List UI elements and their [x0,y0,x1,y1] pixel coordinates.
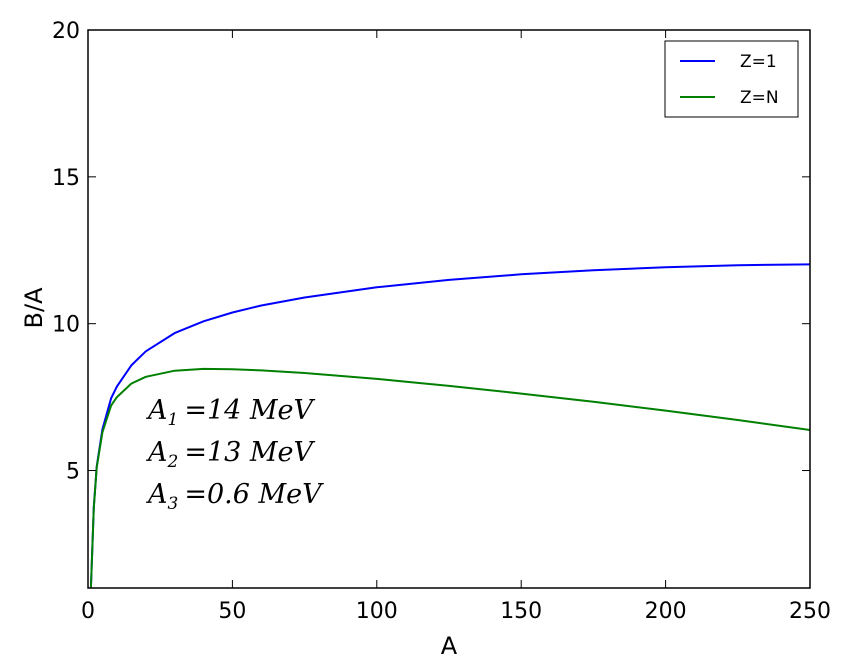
legend-label-zn: Z=N [740,88,779,108]
x-tick-label: 150 [500,599,542,624]
y-tick-label: 15 [52,166,80,191]
x-axis-label: A [441,632,458,660]
series-line-z1 [89,263,811,589]
plot-lines [89,263,811,589]
legend: Z=1 Z=N [664,40,799,118]
y-axis-label: B/A [20,287,48,329]
axis-ticks: 0 50 100 150 200 250 5 10 15 20 [52,19,831,624]
plot-frame [87,29,811,589]
legend-box [664,40,799,118]
legend-label-z1: Z=1 [740,52,777,72]
x-tick-label: 100 [356,599,398,624]
y-tick-label: 5 [66,460,80,485]
x-tick-label: 250 [789,599,831,624]
y-tick-label: 20 [52,19,80,44]
annotations: A1 =14 MeV A2 =13 MeV A3 =0.6 MeV [145,395,324,514]
y-tick-label: 10 [52,313,80,338]
series-line-zn [89,367,811,589]
x-tick-label: 0 [81,599,95,624]
annotation-a1: A1 =14 MeV [145,395,316,430]
x-tick-label: 200 [645,599,687,624]
x-tick-label: 50 [218,599,246,624]
annotation-a2: A2 =13 MeV [145,437,316,472]
annotation-a3: A3 =0.6 MeV [145,479,324,514]
